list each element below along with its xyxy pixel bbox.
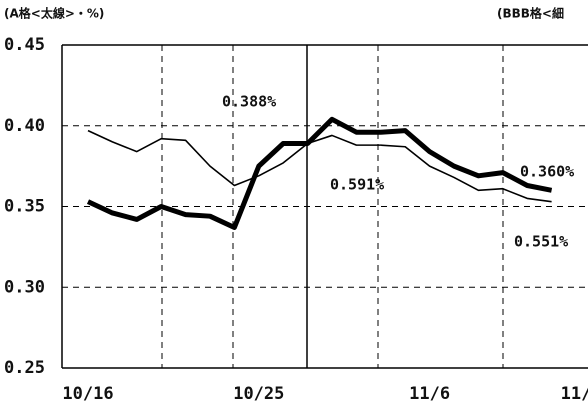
x-tick-label: 11/6 [409, 384, 450, 404]
y-tick-label: 0.45 [4, 35, 45, 55]
y2-axis-label: (BBB格<細 [497, 6, 564, 21]
y-tick-label: 0.25 [4, 358, 45, 378]
x-tick-label: 11/ [561, 384, 588, 404]
annotation: 0.551% [514, 233, 568, 251]
y-tick-label: 0.35 [4, 197, 45, 217]
x-tick-label: 10/25 [233, 384, 284, 404]
vertical-grid [161, 45, 504, 368]
series-line [87, 129, 552, 203]
annotation: 0.360% [520, 163, 574, 181]
y-tick-label: 0.30 [4, 277, 45, 297]
series-line [86, 116, 553, 230]
x-tick-label: 10/16 [62, 384, 113, 404]
y-tick-label: 0.40 [4, 116, 45, 136]
y-axis-label: (A格<太線>・%) [4, 6, 104, 21]
annotation: 0.591% [330, 176, 384, 194]
annotation: 0.388% [222, 93, 276, 111]
